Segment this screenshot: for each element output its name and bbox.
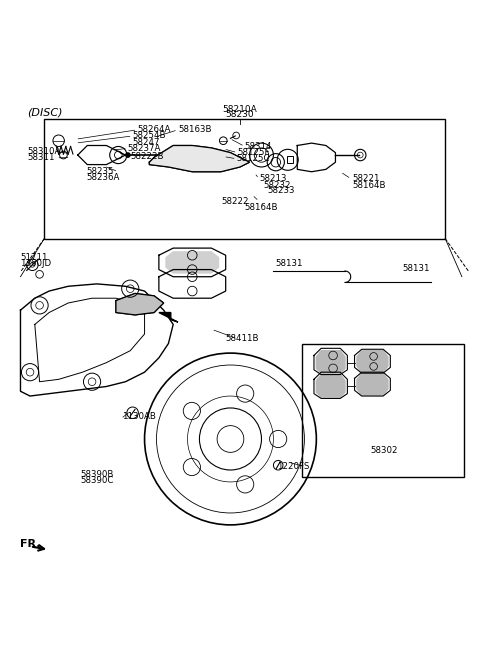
Text: 58236A: 58236A [86, 174, 120, 182]
Text: 58164B: 58164B [352, 180, 385, 190]
Text: 1220FS: 1220FS [277, 462, 310, 471]
Text: 58230: 58230 [226, 110, 254, 119]
Text: 58125F: 58125F [238, 148, 270, 157]
Text: 58237A: 58237A [128, 144, 161, 153]
Text: 58131: 58131 [276, 259, 303, 268]
Text: 58164B: 58164B [245, 203, 278, 212]
Text: 51711: 51711 [21, 253, 48, 262]
Text: 58125C: 58125C [237, 154, 270, 164]
Polygon shape [116, 293, 164, 315]
Bar [287, 156, 293, 163]
Text: 58235: 58235 [86, 167, 114, 176]
Text: 58210A: 58210A [223, 105, 257, 114]
Polygon shape [316, 375, 345, 397]
Text: 58310A: 58310A [28, 147, 61, 156]
Text: 58411B: 58411B [226, 334, 259, 343]
Text: 58247: 58247 [132, 138, 160, 147]
Text: 58302: 58302 [370, 446, 398, 456]
Text: 58222B: 58222B [130, 152, 164, 161]
Bar [44, 120, 445, 238]
Text: 58390C: 58390C [80, 476, 113, 486]
Text: 58131: 58131 [402, 264, 430, 273]
Text: 58314: 58314 [245, 142, 272, 151]
Text: 58390B: 58390B [80, 470, 113, 479]
Polygon shape [159, 313, 178, 322]
Circle shape [125, 152, 131, 158]
Text: FR.: FR. [21, 539, 41, 549]
Text: 58163B: 58163B [178, 125, 212, 134]
Text: 1360JD: 1360JD [21, 259, 52, 269]
Text: 58221: 58221 [352, 174, 380, 184]
Text: 58222: 58222 [221, 197, 249, 206]
Polygon shape [357, 373, 388, 395]
Polygon shape [357, 351, 388, 372]
Bar [302, 343, 464, 477]
Text: 58232: 58232 [263, 180, 290, 190]
Polygon shape [166, 252, 218, 273]
Polygon shape [149, 146, 250, 172]
Text: 58213: 58213 [259, 174, 287, 184]
Text: 58311: 58311 [28, 154, 55, 162]
Polygon shape [316, 351, 345, 373]
Text: 58254B: 58254B [132, 132, 166, 140]
Text: 58233: 58233 [268, 186, 295, 195]
Text: 58264A: 58264A [137, 125, 171, 134]
Text: 1130AB: 1130AB [121, 411, 156, 421]
Text: (DISC): (DISC) [28, 108, 63, 118]
